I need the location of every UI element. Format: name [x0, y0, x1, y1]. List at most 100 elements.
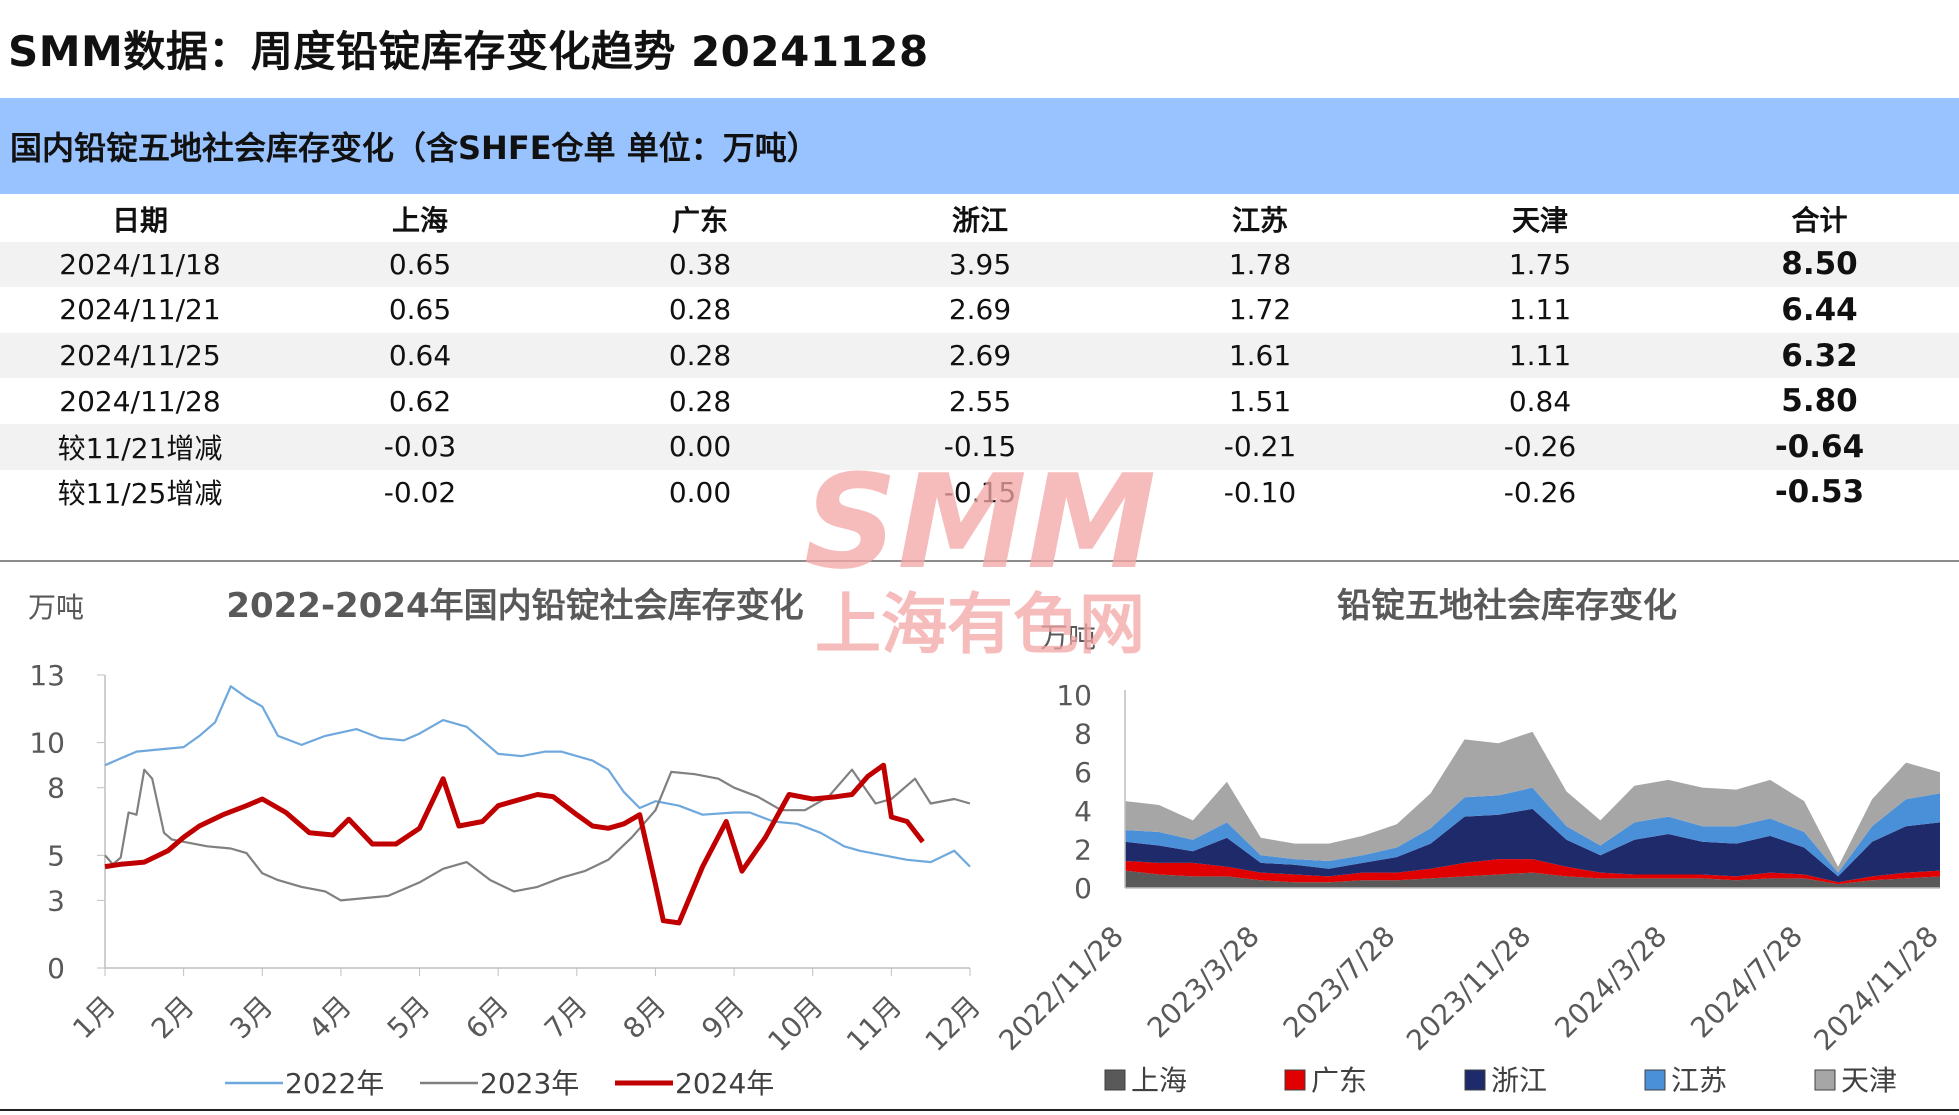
- table-row: 2024/11/18 0.65 0.38 3.95 1.78 1.75 8.50: [0, 241, 1959, 288]
- cell-tianjin: 0.84: [1508, 384, 1572, 418]
- y-tick-label: 3: [47, 884, 65, 917]
- cell-zhejiang: 3.95: [840, 241, 1120, 288]
- y-tick-label: 8: [1074, 718, 1092, 751]
- legend-label: 上海: [1131, 1064, 1187, 1097]
- cell-zhejiang: 2.69: [948, 293, 1012, 327]
- cell-date: 较11/21增减: [0, 423, 280, 470]
- y-tick-label: 10: [1056, 679, 1092, 712]
- table-row: 2024/11/25 0.64 0.28 2.69 1.61 1.11 6.32: [0, 332, 1959, 379]
- legend-swatch: [1104, 1069, 1126, 1091]
- series-line-2023年: [104, 768, 971, 902]
- legend-swatch: [1284, 1069, 1306, 1091]
- legend-label: 江苏: [1671, 1064, 1727, 1097]
- table-banner: 国内铅锭五地社会库存变化（含SHFE仓单 单位：万吨）: [0, 98, 1959, 194]
- cell-total: 6.44: [1781, 291, 1858, 328]
- cell-date: 2024/11/25: [0, 332, 280, 379]
- series-line-2022年: [104, 685, 971, 868]
- cell-guangdong: 0.28: [560, 332, 840, 379]
- y-tick-label: 13: [29, 659, 65, 692]
- y-tick-label: 2: [1074, 833, 1092, 866]
- inventory-table: 日期 上海 广东 浙江 江苏 天津 合计 2024/11/18 0.65 0.3…: [0, 196, 1959, 515]
- legend-label: 2023年: [480, 1067, 579, 1100]
- section-divider: [0, 560, 1959, 562]
- axes: 0 3 5 8 10 13 1月 2月 3月 4月 5月 6月 7月 8月 9月 10月 11月 12月: [29, 659, 987, 1058]
- legend-swatch: [1464, 1069, 1486, 1091]
- x-tick-label: 2月: [145, 990, 201, 1046]
- x-tick-label: 10月: [761, 990, 829, 1058]
- area-江苏: [1125, 787, 1940, 877]
- table-row: 2024/11/21 0.65 0.28 2.69 1.72 1.11 6.44: [0, 287, 1959, 333]
- x-tick-label: 12月: [919, 990, 987, 1058]
- header-shanghai: 上海: [391, 203, 448, 237]
- header-guangdong: 广东: [671, 203, 728, 237]
- legend-label: 广东: [1311, 1064, 1367, 1097]
- legend: 上海 广东 浙江 江苏 天津: [1104, 1064, 1897, 1097]
- cell-date: 2024/11/18: [0, 241, 280, 288]
- x-tick-label: 2024/7/28: [1684, 920, 1809, 1045]
- x-tick-label: 4月: [302, 990, 358, 1046]
- cell-jiangsu: 1.78: [1120, 241, 1400, 288]
- y-tick-label: 6: [1074, 756, 1092, 789]
- cell-total: -0.64: [1680, 423, 1959, 470]
- area-天津: [1125, 731, 1940, 873]
- page-title: SMM数据：周度铅锭库存变化趋势 20241128: [8, 27, 929, 76]
- cell-date: 2024/11/28: [59, 384, 221, 418]
- cell-guangdong: 0.00: [668, 475, 732, 509]
- legend-label: 2022年: [285, 1067, 384, 1100]
- cell-jiangsu: -0.10: [1223, 475, 1297, 509]
- area-浙江: [1125, 808, 1940, 883]
- legend-swatch: [1814, 1069, 1836, 1091]
- cell-zhejiang: 2.69: [840, 332, 1120, 379]
- cell-total: 5.80: [1781, 383, 1858, 420]
- x-tick-label: 6月: [459, 990, 515, 1046]
- y-tick-label: 0: [1074, 872, 1092, 905]
- x-tick-label: 11月: [840, 990, 908, 1058]
- table-row: 较11/25增减 -0.02 0.00 -0.15 -0.10 -0.26 -0…: [0, 470, 1959, 516]
- cell-jiangsu: 1.72: [1228, 293, 1292, 327]
- cell-guangdong: 0.28: [668, 384, 732, 418]
- series-layer: [104, 685, 971, 926]
- cell-shanghai: 0.65: [388, 293, 452, 327]
- legend: 2022年 2023年 2024年: [225, 1067, 774, 1100]
- cell-jiangsu: -0.21: [1120, 423, 1400, 470]
- header-jiangsu: 江苏: [1231, 203, 1288, 237]
- x-tick-label: 1月: [66, 990, 122, 1046]
- table-row: 较11/21增减 -0.03 0.00 -0.15 -0.21 -0.26 -0…: [0, 423, 1959, 470]
- x-tick-label: 8月: [617, 990, 673, 1046]
- legend-label: 2024年: [675, 1067, 774, 1100]
- header-date: 日期: [111, 203, 168, 237]
- cell-tianjin: 1.11: [1508, 293, 1572, 327]
- y-tick-label: 0: [47, 952, 65, 985]
- y-tick-label: 5: [47, 839, 65, 872]
- x-tick-label: 2023/3/28: [1141, 920, 1266, 1045]
- cell-date: 2024/11/21: [59, 293, 221, 327]
- x-tick-label: 3月: [223, 990, 279, 1046]
- legend-label: 天津: [1841, 1064, 1897, 1097]
- x-tick-label: 2023/11/28: [1400, 920, 1537, 1057]
- cell-jiangsu: 1.51: [1228, 384, 1292, 418]
- x-tick-label: 2024/11/28: [1807, 920, 1944, 1057]
- y-tick-label: 8: [47, 772, 65, 805]
- header-tianjin: 天津: [1511, 203, 1568, 237]
- cell-shanghai: -0.02: [383, 475, 457, 509]
- x-tick-label: 9月: [695, 990, 751, 1046]
- y-tick-label: 4: [1074, 795, 1092, 828]
- x-tick-label: 2023/7/28: [1277, 920, 1402, 1045]
- header-zhejiang: 浙江: [951, 203, 1008, 237]
- area-广东: [1125, 859, 1940, 885]
- cell-zhejiang: -0.15: [840, 423, 1120, 470]
- x-tick-label: 2024/3/28: [1548, 920, 1673, 1045]
- series-layer: [1125, 731, 1940, 888]
- cell-total: 6.32: [1680, 332, 1959, 379]
- stacked-area-chart: 铅锭五地社会库存变化 万吨 0 2 4 6 8 10 2022/11/28 2023/3/28…: [995, 586, 1945, 1097]
- cell-guangdong: 0.00: [560, 423, 840, 470]
- y-axis-unit-label: 万吨: [28, 591, 84, 624]
- bottom-border: [0, 1109, 1959, 1111]
- cell-date: 较11/25增减: [57, 477, 223, 511]
- cell-shanghai: 0.62: [388, 384, 452, 418]
- cell-jiangsu: 1.61: [1120, 332, 1400, 379]
- x-tick-label: 2022/11/28: [995, 920, 1130, 1057]
- cell-shanghai: 0.64: [280, 332, 560, 379]
- cell-guangdong: 0.38: [560, 241, 840, 288]
- cell-tianjin: 1.75: [1400, 241, 1680, 288]
